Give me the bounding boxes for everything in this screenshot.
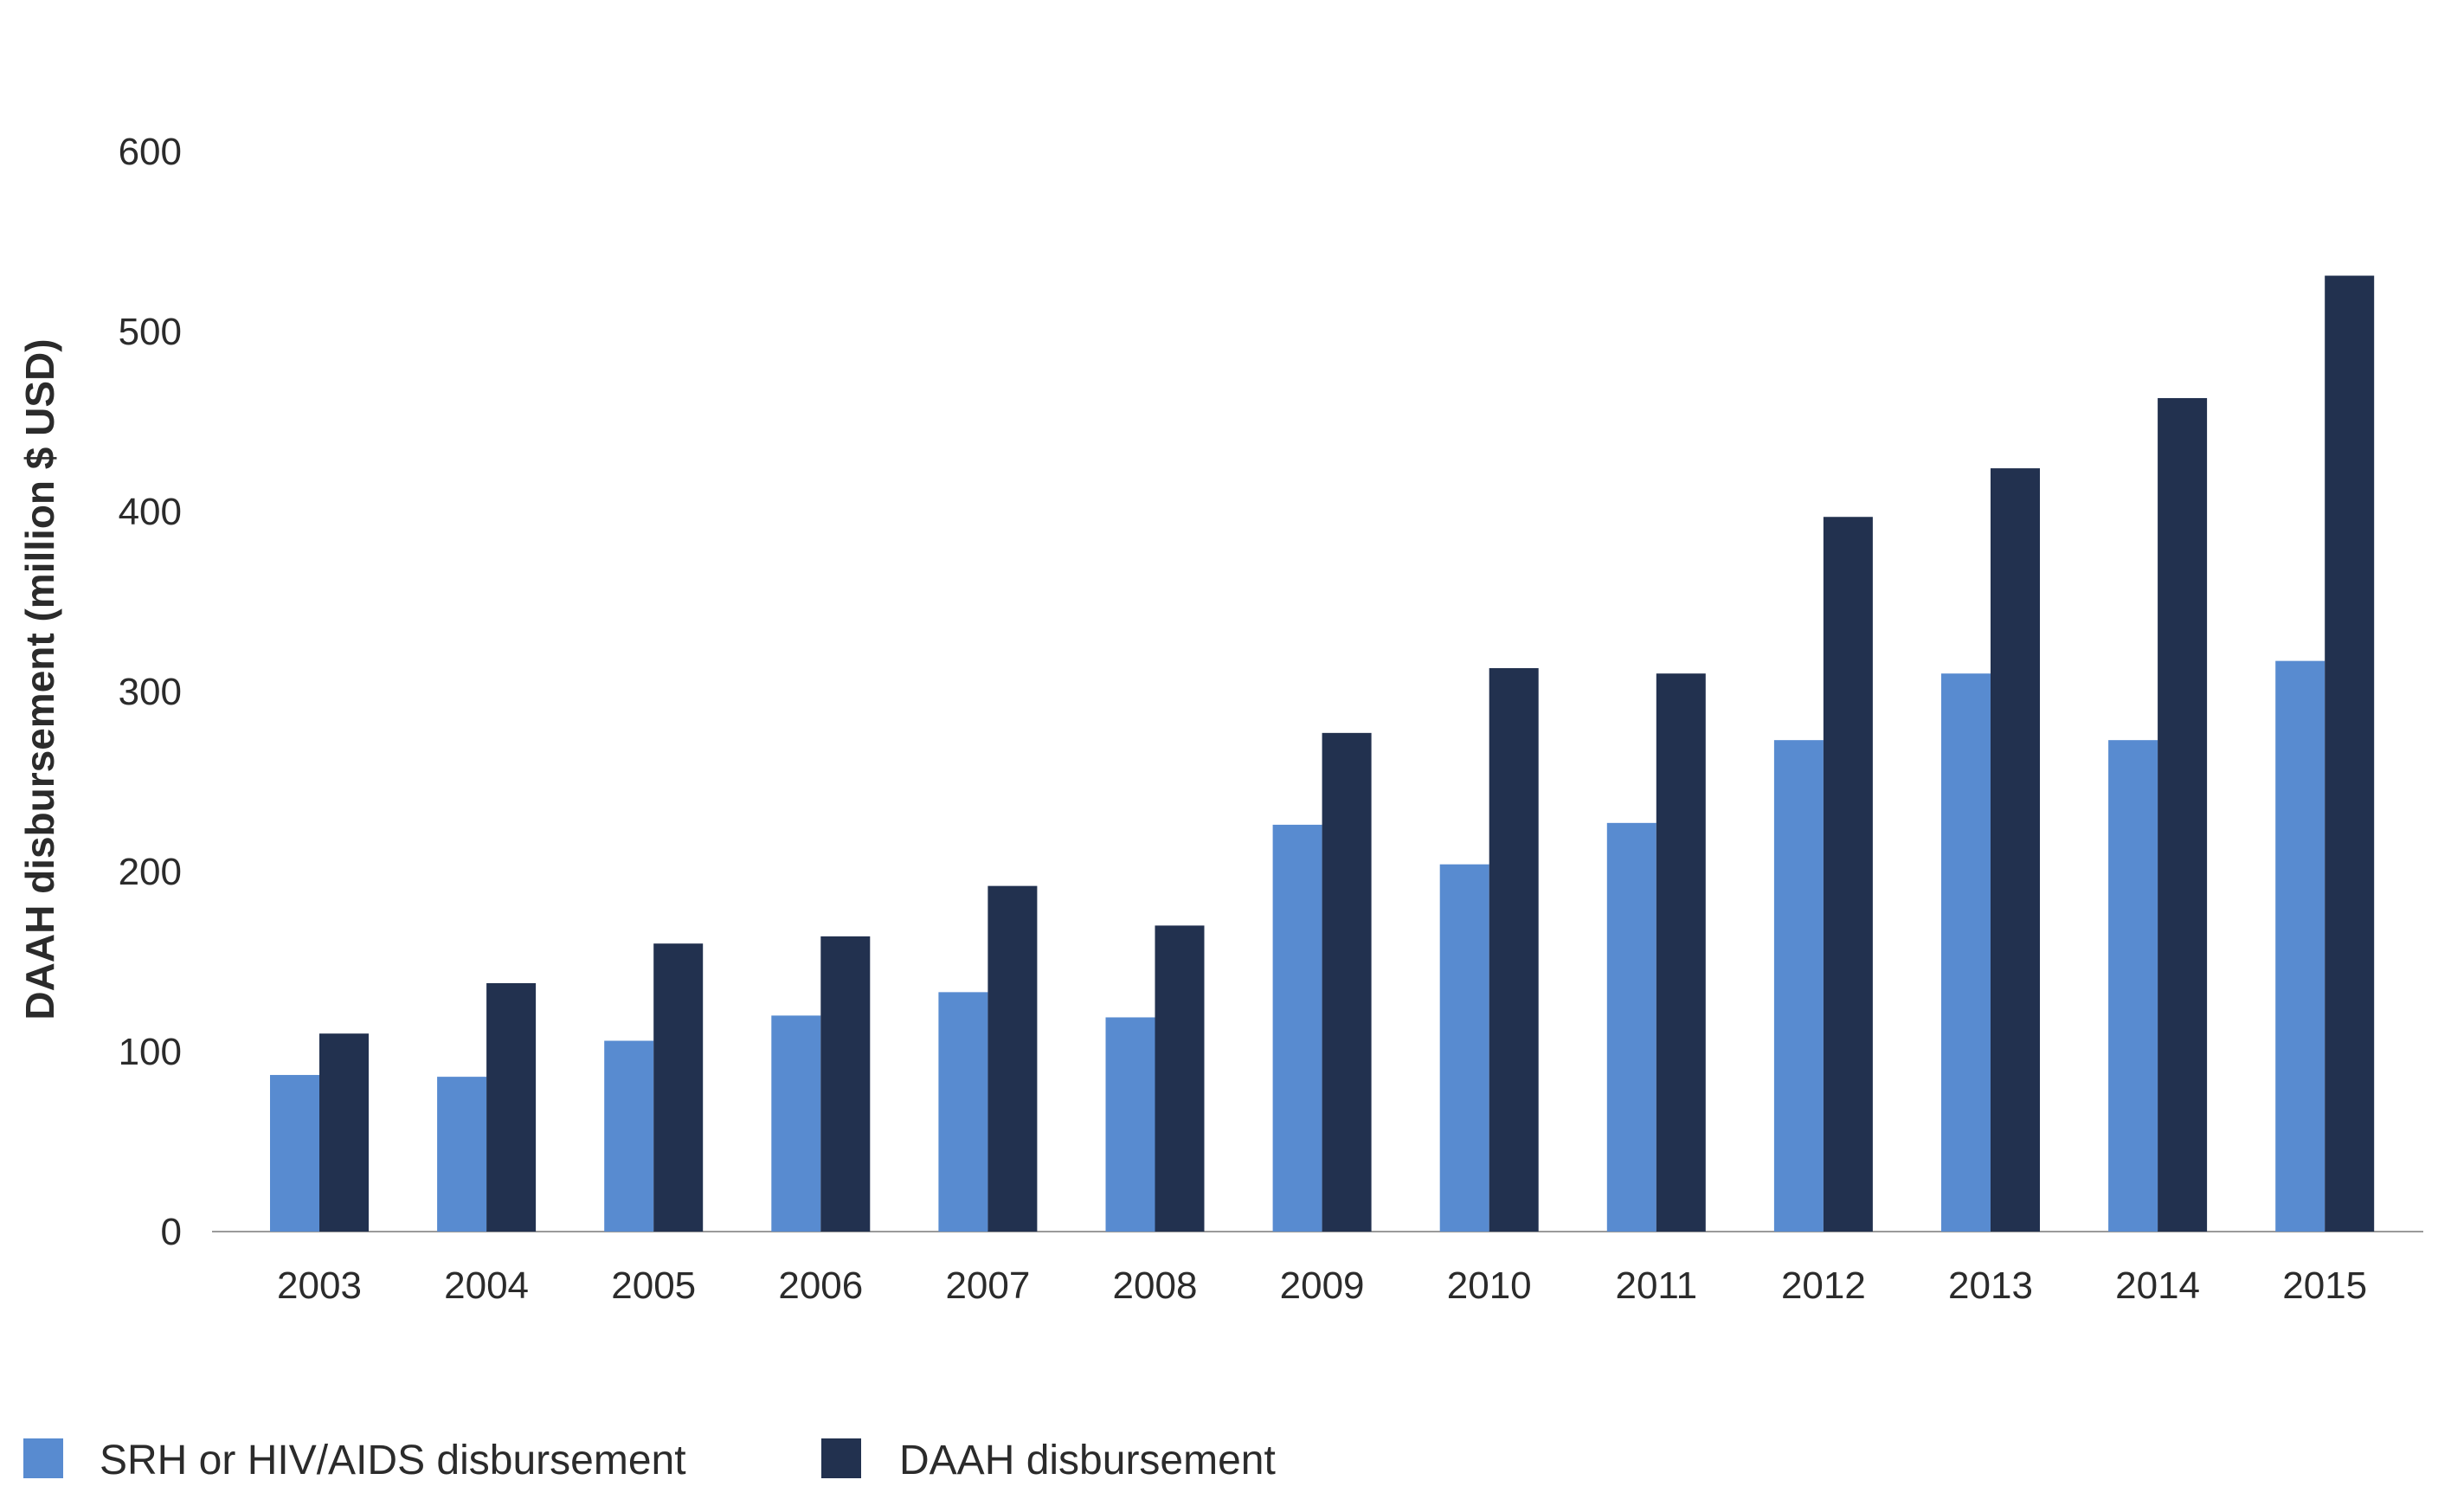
x-tick-label: 2008 <box>1113 1264 1198 1307</box>
legend-label-daah: DAAH disbursement <box>899 1438 1276 1483</box>
bar-daah-2007 <box>987 885 1038 1232</box>
y-tick-label: 400 <box>119 491 182 533</box>
legend-label-srh: SRH or HIV/AIDS disbursement <box>100 1438 686 1483</box>
x-axis-ticks: 2003 2004 2005 2006 2007 2008 2009 2010 2011 2012… <box>277 1264 2367 1307</box>
bar-srh-2007 <box>938 992 988 1232</box>
x-tick-label: 2009 <box>1280 1264 1365 1307</box>
bar-daah-2015 <box>2325 275 2375 1232</box>
bar-daah-2012 <box>1823 517 1873 1232</box>
x-tick-label: 2007 <box>945 1264 1030 1307</box>
bar-srh-2005 <box>604 1040 654 1232</box>
bar-daah-2014 <box>2158 397 2208 1232</box>
bar-srh-2003 <box>270 1075 319 1232</box>
bar-srh-2010 <box>1439 864 1489 1232</box>
y-axis-ticks: 0 100 200 300 400 500 600 <box>119 131 182 1253</box>
y-axis-title: DAAH disbursement (million $ USD) <box>17 338 62 1020</box>
y-tick-label: 500 <box>119 311 182 353</box>
bar-srh-2006 <box>771 1015 821 1232</box>
x-tick-label: 2003 <box>277 1264 362 1307</box>
bar-srh-2014 <box>2108 740 2158 1232</box>
legend-swatch-srh <box>23 1438 63 1478</box>
x-tick-label: 2012 <box>1781 1264 1866 1307</box>
x-tick-label: 2011 <box>1615 1264 1697 1307</box>
bar-srh-2011 <box>1606 822 1656 1232</box>
x-tick-label: 2015 <box>2282 1264 2367 1307</box>
bar-daah-2006 <box>820 936 871 1232</box>
x-tick-label: 2013 <box>1948 1264 2033 1307</box>
y-tick-label: 300 <box>119 671 182 713</box>
bar-daah-2011 <box>1656 673 1706 1232</box>
y-tick-label: 200 <box>119 851 182 893</box>
y-tick-label: 100 <box>119 1031 182 1073</box>
bar-daah-2005 <box>653 943 704 1232</box>
x-tick-label: 2004 <box>444 1264 529 1307</box>
bar-daah-2009 <box>1322 732 1372 1232</box>
y-tick-label: 0 <box>161 1211 182 1253</box>
bar-daah-2004 <box>486 982 537 1232</box>
legend: SRH or HIV/AIDS disbursement DAAH disbur… <box>23 1438 1276 1483</box>
bar-daah-2003 <box>319 1033 369 1232</box>
bar-srh-2009 <box>1272 824 1322 1232</box>
bar-srh-2013 <box>1941 673 1991 1232</box>
x-tick-label: 2010 <box>1447 1264 1532 1307</box>
bar-srh-2012 <box>1773 740 1824 1232</box>
bar-daah-2010 <box>1489 667 1539 1232</box>
x-tick-label: 2014 <box>2115 1264 2200 1307</box>
x-tick-label: 2006 <box>778 1264 863 1307</box>
bar-daah-2008 <box>1155 925 1205 1232</box>
legend-swatch-daah <box>821 1438 861 1478</box>
bar-srh-2008 <box>1105 1017 1155 1232</box>
y-tick-label: 600 <box>119 131 182 173</box>
bar-srh-2015 <box>2275 660 2325 1232</box>
bars <box>270 275 2375 1232</box>
bar-srh-2004 <box>437 1077 487 1232</box>
bar-daah-2013 <box>1991 468 2040 1232</box>
x-tick-label: 2005 <box>611 1264 696 1307</box>
